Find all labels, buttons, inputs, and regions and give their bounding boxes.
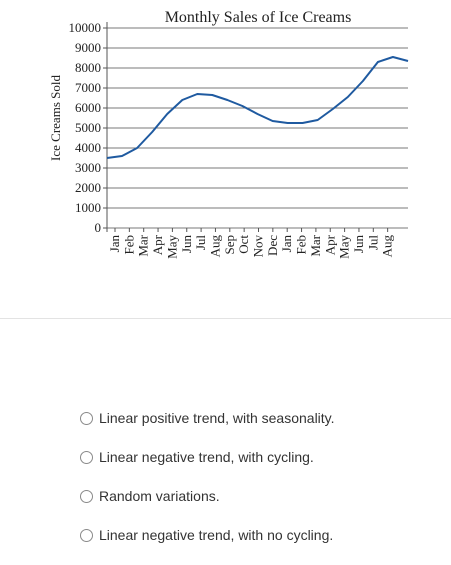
section-divider: [0, 318, 451, 319]
x-tick-label: Aug: [207, 235, 222, 258]
x-tick-label: Jul: [193, 235, 208, 251]
data-series: [106, 56, 409, 159]
y-tick-label: 8000: [75, 60, 101, 75]
radio-button[interactable]: [80, 528, 93, 542]
x-tick-label: Sep: [222, 235, 237, 255]
x-tick-label: Dec: [265, 235, 280, 256]
y-tick-label: 0: [95, 220, 102, 235]
answer-options: Linear positive trend, with seasonality.…: [80, 405, 335, 561]
y-tick-label: 10000: [69, 20, 102, 35]
x-tick-label: Apr: [150, 234, 165, 255]
option-label: Linear positive trend, with seasonality.: [99, 410, 335, 426]
y-tick-label: 1000: [75, 200, 101, 215]
y-tick-label: 9000: [75, 40, 101, 55]
x-tick-label: Oct: [236, 235, 251, 254]
y-tick-label: 5000: [75, 120, 101, 135]
x-tick-label: Jun: [351, 235, 366, 254]
radio-button[interactable]: [80, 489, 93, 503]
option-label: Linear negative trend, with cycling.: [99, 449, 314, 465]
option-label: Linear negative trend, with no cycling.: [99, 527, 334, 543]
x-tick-label: Nov: [251, 235, 266, 258]
y-axis-title: Ice Creams Sold: [48, 75, 63, 161]
y-tick-label: 7000: [75, 80, 101, 95]
y-tick-label: 2000: [75, 180, 101, 195]
x-tick-label: Feb: [294, 235, 309, 255]
radio-button[interactable]: [80, 411, 93, 425]
answer-option-2[interactable]: Linear negative trend, with cycling.: [80, 444, 335, 470]
x-tick-label: May: [337, 235, 352, 259]
x-tick-label: Jul: [365, 235, 380, 251]
x-tick-label: Jan: [107, 235, 122, 253]
x-tick-label: Jan: [279, 235, 294, 253]
x-tick-label: Mar: [136, 234, 151, 256]
answer-option-3[interactable]: Random variations.: [80, 483, 335, 509]
radio-button[interactable]: [80, 450, 93, 464]
x-tick-label: May: [164, 235, 179, 259]
x-tick-label: Aug: [380, 235, 395, 258]
y-tick-label: 6000: [75, 100, 101, 115]
option-label: Random variations.: [99, 488, 220, 504]
y-tick-label: 4000: [75, 140, 101, 155]
x-tick-label: Feb: [121, 235, 136, 255]
y-axis: 0 1000 2000 3000 4000 5000 6000 7000 8000 9000 100…: [69, 20, 108, 235]
gridlines: [107, 27, 408, 229]
chart-title: Monthly Sales of Ice Creams: [165, 9, 352, 26]
y-tick-label: 3000: [75, 160, 101, 175]
x-tick-label: Apr: [322, 234, 337, 255]
answer-option-4[interactable]: Linear negative trend, with no cycling.: [80, 522, 335, 548]
x-axis: Jan Feb Mar Apr May Jun Jul Aug Sep Oct Nov Dec Jan F…: [107, 228, 395, 259]
line-chart: Monthly Sales of Ice Creams Ice Creams S…: [48, 9, 409, 259]
answer-option-1[interactable]: Linear positive trend, with seasonality.: [80, 405, 335, 431]
x-tick-label: Jun: [179, 235, 194, 254]
x-tick-label: Mar: [308, 234, 323, 256]
